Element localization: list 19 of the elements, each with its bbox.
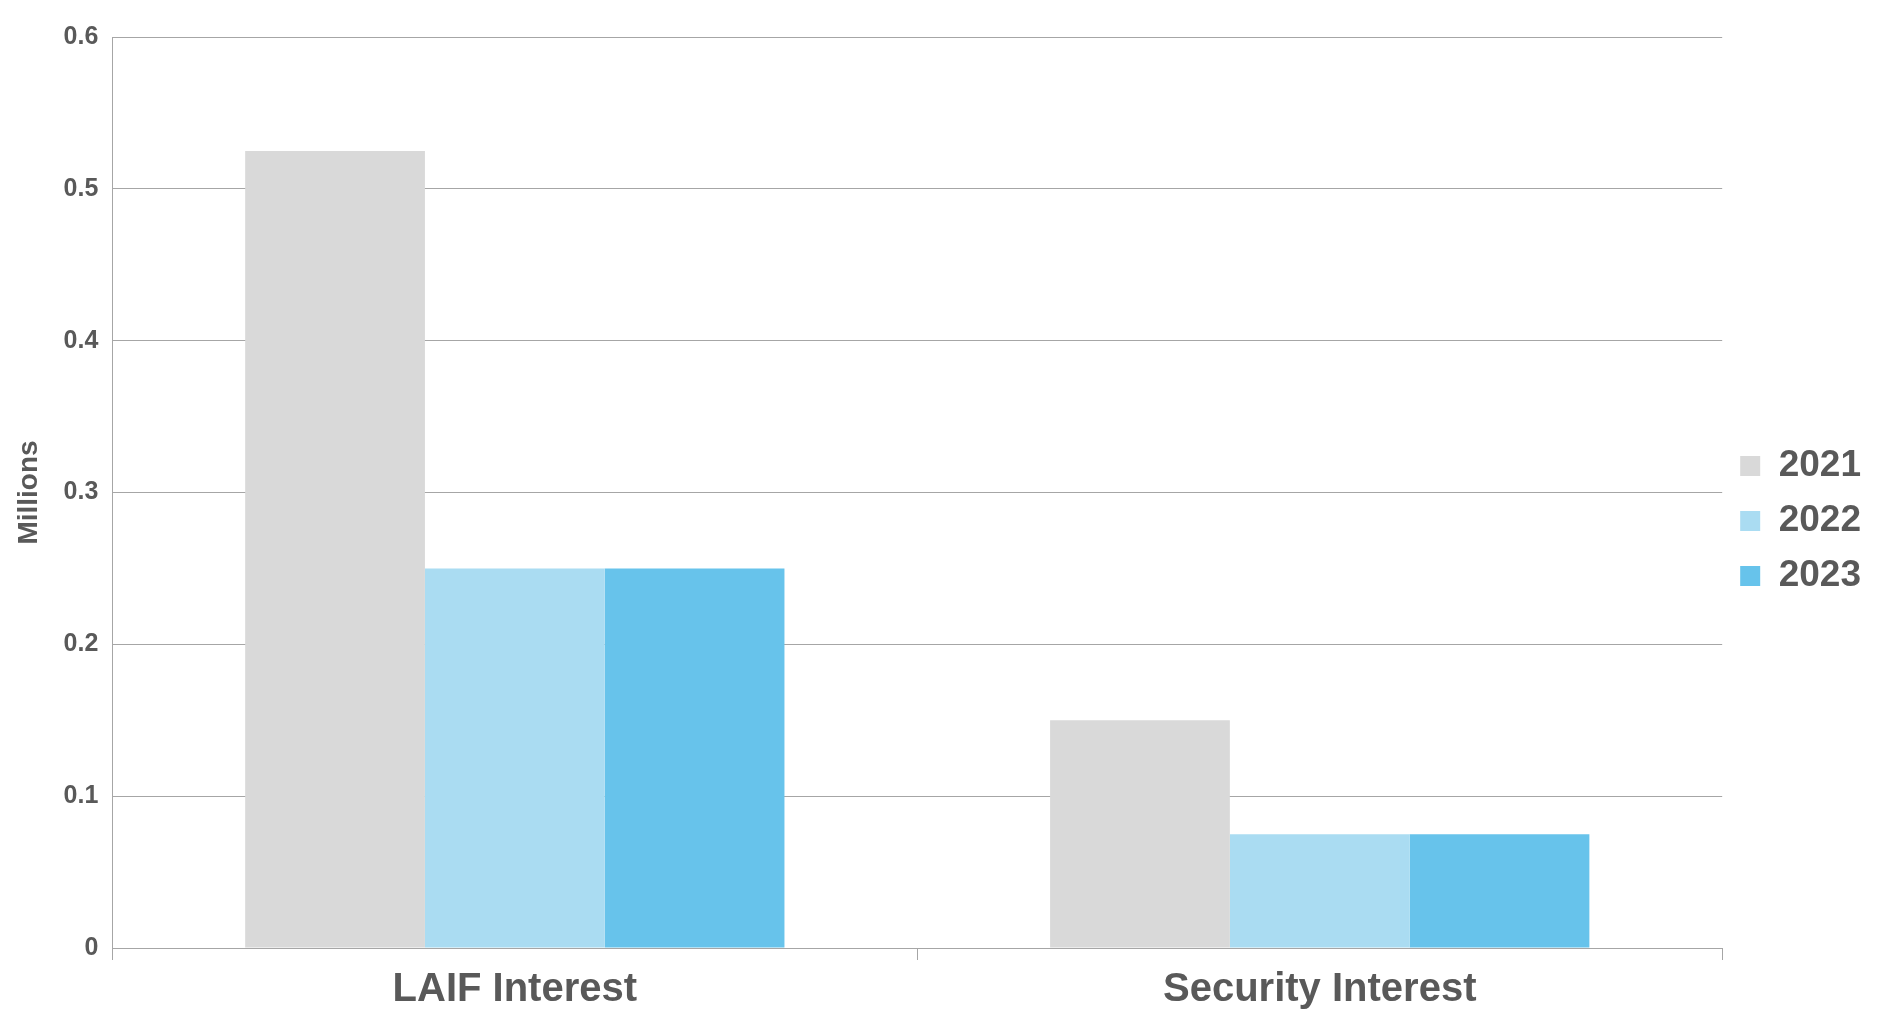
legend-label: 2023 [1778,553,1861,595]
bar [1050,720,1230,948]
bar [245,150,425,948]
bar [424,568,605,948]
y-tick-label: 0.3 [63,476,99,505]
y-tick-label: 0.6 [63,20,99,49]
bar [1229,834,1410,948]
bar [604,568,785,948]
y-tick-label: 0.4 [63,324,99,353]
y-axis-title: Millions [11,440,43,545]
legend-label: 2022 [1778,498,1861,540]
y-tick-label: 0 [84,931,99,960]
x-tick-label: Security Interest [1163,965,1477,1010]
x-tick-label: LAIF Interest [392,965,638,1010]
legend-label: 2021 [1778,443,1861,485]
bar [1409,834,1590,948]
y-tick-label: 0.1 [63,780,99,809]
y-tick-label: 0.5 [63,172,99,201]
y-tick-label: 0.2 [63,628,99,657]
